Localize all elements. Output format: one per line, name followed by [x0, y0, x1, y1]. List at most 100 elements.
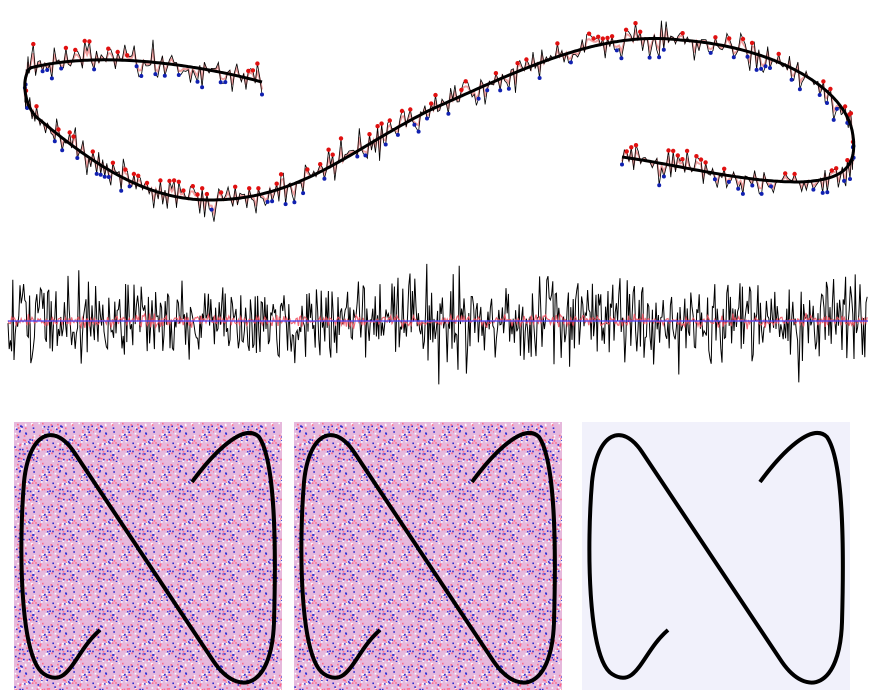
peak-dot — [429, 101, 434, 106]
peak-dot — [555, 41, 560, 46]
peak-dot — [387, 118, 392, 123]
panel-bg — [294, 422, 562, 690]
trough-dot — [661, 47, 666, 52]
peak-dot — [671, 148, 676, 154]
middle-panel — [7, 263, 868, 385]
trough-dot — [162, 73, 167, 78]
peak-dot — [591, 36, 596, 41]
trough-dot — [842, 178, 847, 183]
peak-dot — [399, 108, 405, 114]
peak-dot — [845, 158, 850, 163]
peak-dot — [330, 152, 335, 157]
trough-dot — [102, 174, 107, 179]
trough-dot — [40, 69, 45, 74]
trough-dot — [363, 153, 368, 158]
peak-dot — [246, 68, 251, 74]
peak-dot — [190, 184, 195, 189]
panel-bg — [582, 422, 850, 690]
peak-dot — [136, 173, 141, 178]
peak-dot — [459, 87, 464, 93]
trough-dot — [195, 79, 200, 84]
peak-dot — [73, 47, 78, 53]
trough-dot — [848, 177, 852, 181]
peak-dot — [829, 168, 834, 173]
trough-dot — [395, 132, 400, 137]
trough-dot — [265, 199, 270, 204]
peak-dot — [408, 107, 413, 112]
trough-dot — [825, 101, 829, 105]
trough-dot — [759, 66, 764, 71]
peak-dot — [600, 36, 605, 41]
peak-dot — [638, 29, 643, 34]
trough-dot — [223, 80, 228, 85]
top-panel — [22, 20, 856, 222]
peak-dot — [433, 92, 438, 98]
peak-dot — [63, 45, 69, 51]
peak-dot — [181, 188, 186, 193]
peak-dot — [463, 79, 468, 84]
trough-dot — [797, 87, 802, 92]
peak-dot — [123, 167, 128, 172]
trough-dot — [768, 66, 772, 70]
trough-dot — [412, 122, 417, 127]
peak-dot — [609, 34, 615, 39]
trough-dot — [485, 88, 490, 93]
trough-dot — [260, 92, 264, 97]
peak-dot — [250, 68, 256, 73]
peak-dot — [255, 61, 260, 66]
peak-dot — [698, 157, 704, 162]
peak-dot — [31, 41, 36, 47]
trough-dot — [661, 174, 666, 179]
peak-dot — [247, 186, 252, 191]
peak-dot — [326, 147, 331, 152]
peak-dot — [90, 149, 96, 154]
trough-dot — [134, 64, 139, 69]
peak-dot — [524, 57, 529, 62]
trough-dot — [789, 77, 794, 82]
trough-dot — [383, 142, 388, 147]
peak-dot — [703, 160, 708, 165]
peak-dot — [629, 145, 634, 150]
trough-dot — [153, 72, 158, 77]
peak-dot — [195, 192, 200, 197]
peak-dot — [834, 166, 839, 171]
trough-dot — [127, 184, 132, 189]
trough-dot — [94, 171, 99, 176]
peak-dot — [233, 184, 238, 189]
peak-dot — [493, 71, 499, 76]
trough-dot — [106, 175, 111, 179]
trough-dot — [620, 162, 624, 167]
peak-dot — [125, 53, 130, 58]
peak-dot — [204, 191, 210, 197]
trough-dot — [355, 154, 360, 159]
trough-dot — [740, 191, 745, 196]
pink-trace — [23, 27, 855, 217]
trough-dot — [301, 191, 306, 196]
trough-dot — [736, 186, 741, 191]
peak-dot — [624, 149, 629, 154]
peak-dot — [71, 134, 76, 139]
peak-dot — [158, 178, 163, 183]
trough-dot — [425, 116, 429, 121]
peak-dot — [675, 153, 680, 158]
peak-dot — [34, 104, 39, 109]
trough-dot — [139, 74, 144, 78]
peak-dot — [694, 154, 699, 159]
peak-dot — [144, 180, 150, 186]
peak-dot — [605, 35, 610, 41]
trough-dot — [52, 139, 57, 144]
peak-dot — [596, 34, 601, 39]
peak-dot — [515, 61, 520, 66]
peak-dot — [842, 104, 848, 109]
peak-dot — [176, 179, 181, 184]
peak-dot — [713, 35, 718, 40]
bottom-panel-3 — [582, 422, 850, 690]
peak-dot — [722, 166, 727, 171]
trough-dot — [92, 67, 97, 72]
trough-dot — [647, 55, 652, 60]
trough-dot — [416, 129, 421, 134]
trough-dot — [834, 106, 839, 111]
trough-dot — [831, 117, 836, 122]
